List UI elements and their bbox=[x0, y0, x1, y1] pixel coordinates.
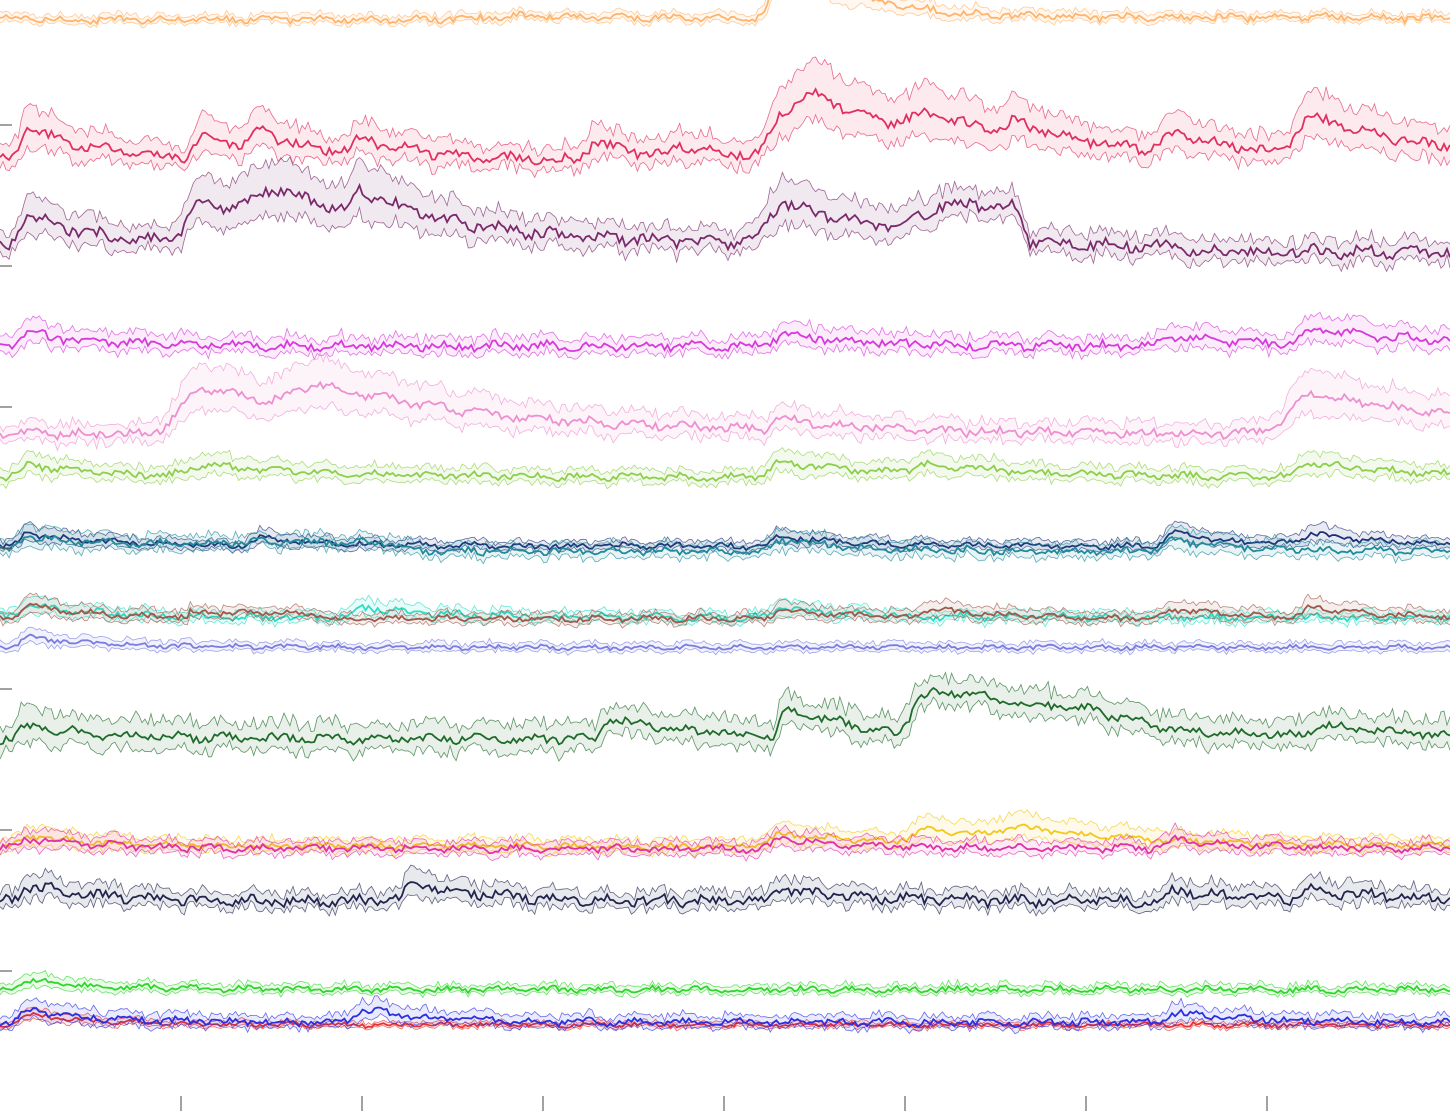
series-line-1 bbox=[0, 87, 1450, 166]
series-line-13 bbox=[0, 834, 1450, 855]
series-group-15 bbox=[0, 969, 1450, 999]
series-line-17 bbox=[0, 1006, 1450, 1029]
series-line-2 bbox=[0, 182, 1450, 261]
series-bound-lower-3 bbox=[0, 336, 1450, 361]
series-bound-upper-5 bbox=[0, 447, 1450, 476]
series-group-0 bbox=[0, 0, 1450, 29]
series-line-9 bbox=[0, 602, 1450, 624]
series-bound-upper-13 bbox=[0, 821, 1450, 850]
series-group-7 bbox=[0, 523, 1450, 565]
series-bound-upper-9 bbox=[0, 592, 1450, 619]
series-group-14 bbox=[0, 864, 1450, 917]
series-line-5 bbox=[0, 459, 1450, 483]
series-line-11 bbox=[0, 686, 1450, 746]
series-band-11 bbox=[0, 672, 1450, 762]
series-line-4 bbox=[0, 380, 1450, 442]
series-bound-upper-16 bbox=[0, 1006, 1450, 1027]
series-bound-upper-1 bbox=[0, 56, 1450, 158]
series-group-4 bbox=[0, 351, 1450, 452]
series-bound-upper-17 bbox=[0, 995, 1450, 1023]
series-group-10 bbox=[0, 626, 1450, 656]
series-bound-upper-4 bbox=[0, 351, 1450, 433]
series-group-17 bbox=[0, 995, 1450, 1035]
series-group-11 bbox=[0, 671, 1450, 762]
series-bound-upper-11 bbox=[0, 671, 1450, 735]
series-layer bbox=[0, 0, 1450, 1035]
series-bound-upper-14 bbox=[0, 864, 1450, 903]
series-group-9 bbox=[0, 592, 1450, 629]
series-line-7 bbox=[0, 534, 1450, 557]
series-bound-lower-17 bbox=[0, 1013, 1450, 1035]
series-bound-upper-12 bbox=[0, 809, 1450, 846]
series-line-14 bbox=[0, 881, 1450, 910]
series-bound-lower-16 bbox=[0, 1016, 1450, 1032]
series-band-7 bbox=[0, 524, 1450, 564]
series-line-0 bbox=[0, 0, 1450, 26]
series-bound-upper-3 bbox=[0, 311, 1450, 348]
series-bound-lower-5 bbox=[0, 466, 1450, 490]
series-bound-upper-2 bbox=[0, 156, 1450, 251]
series-bound-upper-0 bbox=[0, 0, 1450, 21]
series-line-3 bbox=[0, 327, 1450, 354]
series-bound-lower-7 bbox=[0, 541, 1450, 565]
series-bound-upper-8 bbox=[0, 594, 1450, 619]
series-bound-upper-10 bbox=[0, 626, 1450, 649]
series-bound-upper-15 bbox=[0, 969, 1450, 991]
series-line-10 bbox=[0, 633, 1450, 652]
series-bound-lower-14 bbox=[0, 891, 1450, 917]
series-bound-lower-8 bbox=[0, 610, 1450, 629]
series-band-13 bbox=[0, 822, 1450, 862]
series-bound-lower-13 bbox=[0, 842, 1450, 862]
series-band-1 bbox=[0, 57, 1450, 178]
series-bound-lower-10 bbox=[0, 639, 1450, 656]
series-bound-upper-7 bbox=[0, 523, 1450, 552]
series-bound-lower-4 bbox=[0, 400, 1450, 452]
series-group-1 bbox=[0, 56, 1450, 179]
series-band-2 bbox=[0, 156, 1450, 272]
series-bound-lower-0 bbox=[0, 0, 1450, 29]
series-line-15 bbox=[0, 977, 1450, 995]
series-bound-lower-2 bbox=[0, 205, 1450, 273]
series-band-0 bbox=[0, 0, 1450, 28]
series-band-14 bbox=[0, 865, 1450, 916]
series-bound-lower-15 bbox=[0, 983, 1450, 999]
series-band-4 bbox=[0, 352, 1450, 451]
series-bound-lower-11 bbox=[0, 696, 1450, 762]
series-bound-lower-1 bbox=[0, 113, 1450, 179]
series-group-13 bbox=[0, 821, 1450, 862]
series-group-5 bbox=[0, 447, 1450, 490]
series-group-3 bbox=[0, 311, 1450, 361]
series-bound-lower-9 bbox=[0, 611, 1450, 629]
axis-layer bbox=[0, 124, 1268, 1111]
series-band-5 bbox=[0, 447, 1450, 489]
series-group-2 bbox=[0, 156, 1450, 273]
